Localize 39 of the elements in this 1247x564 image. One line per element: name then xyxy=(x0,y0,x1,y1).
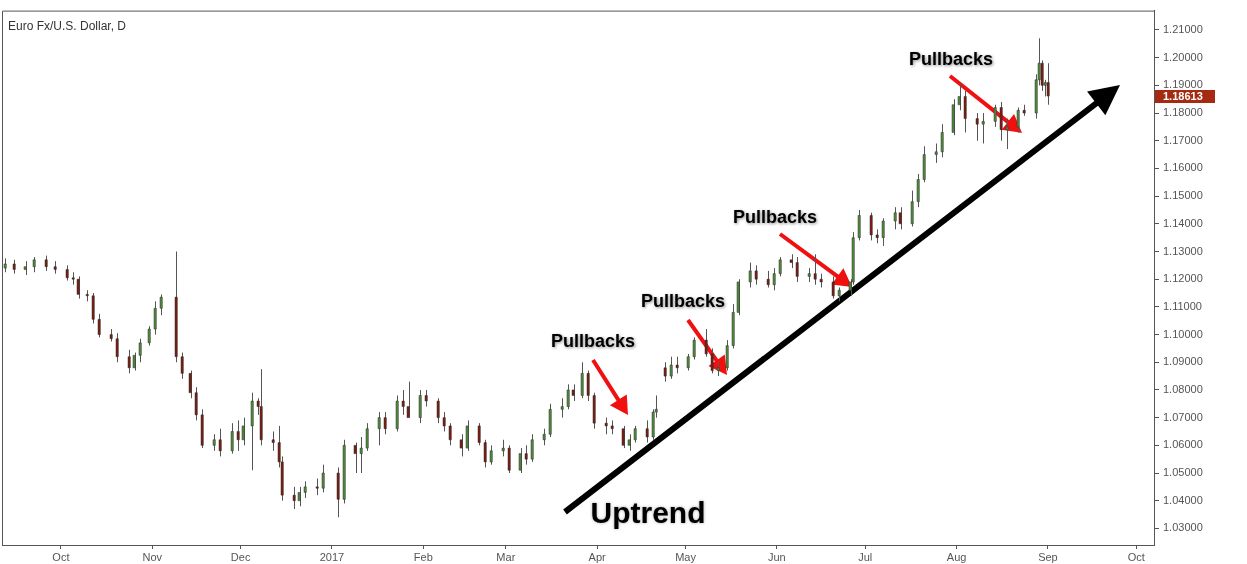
y-tick-label: 1.15000 xyxy=(1163,189,1203,202)
y-tick-label: 1.13000 xyxy=(1163,244,1203,257)
x-tick-label: Oct xyxy=(1127,550,1145,563)
y-tick-label: 1.03000 xyxy=(1163,521,1203,534)
text: 1.18613 xyxy=(1163,90,1203,103)
annotation: Pullbacks xyxy=(640,290,726,311)
x-tick-label: 2017 xyxy=(319,550,345,563)
y-tick-label: 1.11000 xyxy=(1163,299,1202,312)
x-tick-label: May xyxy=(675,550,697,563)
annotation: Pullbacks xyxy=(732,206,818,227)
y-tick-label: 1.18000 xyxy=(1163,106,1203,119)
x-tick-label: Feb xyxy=(413,550,433,563)
y-tick-label: 1.12000 xyxy=(1163,272,1203,285)
x-tick-label: Sep xyxy=(1038,550,1058,563)
x-tick-label: Jul xyxy=(858,550,873,563)
x-tick-label: Oct xyxy=(52,550,70,563)
annotation: Uptrend xyxy=(590,496,706,530)
y-tick-label: 1.08000 xyxy=(1163,382,1203,395)
annotation: Pullbacks xyxy=(550,330,636,351)
x-tick-label: Apr xyxy=(588,550,607,563)
annotation: Pullbacks xyxy=(908,48,994,69)
x-tick-label: Aug xyxy=(946,550,967,563)
y-tick-label: 1.07000 xyxy=(1163,410,1203,423)
y-tick-label: 1.09000 xyxy=(1163,355,1203,368)
x-tick-label: Nov xyxy=(142,550,163,563)
y-tick-label: 1.17000 xyxy=(1163,133,1203,146)
y-tick-label: 1.20000 xyxy=(1163,50,1203,63)
y-tick-label: 1.14000 xyxy=(1163,216,1203,229)
text: Euro Fx/U.S. Dollar, D xyxy=(8,18,127,33)
y-tick-label: 1.21000 xyxy=(1163,23,1203,36)
y-tick-label: 1.19000 xyxy=(1163,78,1203,91)
y-tick-label: 1.16000 xyxy=(1163,161,1203,174)
x-tick-label: Mar xyxy=(496,550,516,563)
y-tick-label: 1.10000 xyxy=(1163,327,1203,340)
y-tick-label: 1.04000 xyxy=(1163,493,1203,506)
x-tick-label: Jun xyxy=(768,550,786,563)
x-tick-label: Dec xyxy=(230,550,251,563)
y-tick-label: 1.05000 xyxy=(1163,466,1203,479)
y-tick-label: 1.06000 xyxy=(1163,438,1203,451)
